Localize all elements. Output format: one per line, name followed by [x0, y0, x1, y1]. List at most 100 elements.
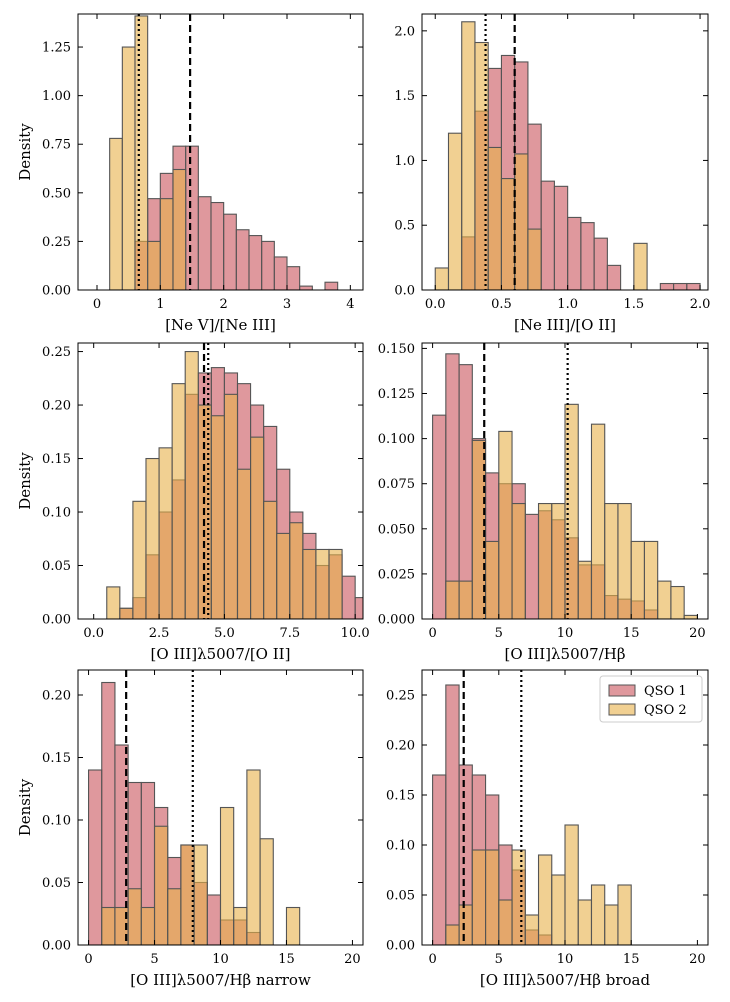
- bar-qso1-1-18: [673, 282, 688, 290]
- x-tick-label-5-3: 15: [623, 952, 640, 967]
- bar-qso2-5-13: [604, 904, 619, 945]
- bar-qso1-4-0: [88, 769, 103, 945]
- bar-qso2-4-11: [233, 906, 248, 945]
- bar-qso2-2-17: [328, 548, 343, 619]
- x-axis-label-1: [Ne III]/[O II]: [514, 316, 616, 334]
- y-axis-label-2: Density: [16, 452, 34, 510]
- bar-qso1-0-10: [235, 229, 250, 290]
- bar-qso2-3-13: [604, 502, 619, 619]
- bar-qso2-3-12: [590, 423, 606, 619]
- bar-qso2-2-13: [276, 532, 291, 619]
- bar-qso2-0-4: [159, 198, 174, 290]
- bar-qso2-0-5: [172, 168, 187, 290]
- x-axis-label-0: [Ne V]/[Ne III]: [165, 316, 276, 334]
- bar-qso2-3-1: [445, 580, 460, 619]
- bar-qso2-5-4: [485, 849, 500, 945]
- y-tick-label-4-2: 0.10: [42, 814, 71, 829]
- x-tick-label-0-3: 3: [283, 297, 291, 312]
- plot-area-0: [109, 14, 339, 290]
- bar-qso2-4-12: [246, 769, 261, 945]
- bar-qso1-5-0: [432, 774, 447, 945]
- y-tick-label-5-0: 0.00: [386, 939, 415, 954]
- panel-0: 0 1 2 3 4 0.00 0.25 0.50 0.75 1.00 1.25 [Ne V]/[Ne …: [16, 13, 364, 334]
- x-axis-label-3: [O III]λ5007/Hβ: [504, 645, 625, 663]
- bar-qso2-0-0: [109, 137, 123, 290]
- legend-swatch-qso1: [608, 684, 636, 697]
- bar-qso2-3-3: [471, 439, 487, 619]
- bar-qso1-2-18: [341, 575, 356, 619]
- x-tick-label-5-4: 20: [689, 952, 706, 967]
- y-tick-label-3-0: 0.000: [378, 613, 415, 628]
- bar-qso2-2-0: [106, 586, 121, 619]
- y-tick-label-0-2: 0.50: [42, 186, 71, 201]
- bar-qso2-5-6: [511, 849, 526, 945]
- bar-qso2-2-3: [145, 457, 160, 619]
- bar-qso1-1-9: [553, 185, 569, 290]
- y-tick-label-3-4: 0.100: [378, 432, 415, 447]
- y-tick-label-1-0: 0.0: [394, 284, 415, 299]
- y-tick-label-0-0: 0.00: [42, 284, 71, 299]
- bar-qso2-2-5: [171, 383, 186, 619]
- bar-qso1-0-7: [197, 196, 212, 290]
- bar-qso2-2-12: [263, 500, 278, 619]
- x-tick-label-4-3: 15: [278, 952, 295, 967]
- x-tick-label-1-3: 1.5: [624, 297, 645, 312]
- bar-qso2-1-7: [527, 228, 542, 290]
- bar-qso2-2-15: [302, 548, 317, 619]
- x-tick-label-3-1: 5: [495, 626, 503, 641]
- x-tick-label-3-3: 15: [623, 626, 640, 641]
- legend-label-qso1: QSO 1: [644, 684, 687, 699]
- bar-qso1-0-14: [286, 266, 301, 290]
- plot-area-5: [432, 670, 632, 945]
- bar-qso2-3-9: [551, 502, 566, 619]
- bar-qso2-5-7: [524, 914, 540, 945]
- x-axis-label-2: [O III]λ5007/[O II]: [151, 645, 291, 663]
- bar-qso2-0-3: [147, 240, 161, 290]
- y-tick-label-2-0: 0.00: [42, 613, 71, 628]
- y-tick-label-3-6: 0.150: [378, 342, 415, 357]
- x-tick-label-3-0: 0: [428, 626, 436, 641]
- bar-qso2-3-14: [617, 502, 632, 619]
- bar-qso2-1-4: [487, 146, 502, 290]
- bar-qso1-0-11: [248, 235, 263, 290]
- bar-qso2-3-17: [657, 580, 672, 619]
- bar-qso1-1-11: [580, 222, 595, 290]
- bar-qso1-4-1: [101, 681, 116, 945]
- bar-qso2-3-19: [683, 614, 698, 619]
- bar-qso1-0-12: [261, 240, 275, 290]
- y-tick-label-5-5: 0.25: [386, 689, 415, 704]
- y-tick-label-3-2: 0.050: [378, 522, 415, 537]
- bar-qso1-1-8: [540, 180, 555, 290]
- bar-qso1-1-10: [567, 216, 582, 290]
- y-tick-label-5-4: 0.20: [386, 739, 415, 754]
- x-tick-label-3-4: 20: [689, 626, 706, 641]
- y-tick-label-4-4: 0.20: [42, 689, 71, 704]
- bar-qso1-3-1: [445, 353, 460, 619]
- bar-qso2-1-5: [500, 178, 516, 290]
- x-tick-label-0-1: 1: [156, 297, 164, 312]
- bar-qso2-2-2: [132, 500, 147, 619]
- y-tick-label-1-3: 1.5: [394, 89, 415, 104]
- panel-5: 0 5 10 15 20 0.00 0.05 0.10 0.15 0.20 0.25 [O III]λ…: [386, 669, 709, 989]
- bar-qso2-3-2: [458, 580, 473, 619]
- bar-qso2-4-5: [153, 825, 169, 945]
- y-axis-label-0: Density: [16, 123, 34, 181]
- bar-qso2-4-15: [285, 906, 301, 945]
- bar-qso2-0-1: [121, 46, 136, 290]
- x-tick-label-4-4: 20: [344, 952, 361, 967]
- bar-qso2-2-11: [250, 436, 265, 619]
- y-tick-label-5-2: 0.10: [386, 839, 415, 854]
- panel-1: 0.0 0.5 1.0 1.5 2.0 0.0 0.5 1.0 1.5 2.0 [Ne III]/[…: [394, 13, 710, 334]
- bar-qso2-2-16: [315, 548, 330, 619]
- x-axis-label-4: [O III]λ5007/Hβ narrow: [130, 971, 311, 989]
- x-tick-label-4-2: 10: [212, 952, 229, 967]
- axes-frame-1: [421, 13, 709, 291]
- bar-qso2-2-4: [158, 447, 173, 619]
- x-tick-label-5-1: 5: [495, 952, 503, 967]
- bar-qso2-1-15: [633, 242, 648, 290]
- bar-qso2-3-10: [564, 403, 579, 619]
- y-tick-label-5-1: 0.05: [386, 889, 415, 904]
- bar-qso1-0-6: [185, 145, 199, 290]
- bar-qso1-0-17: [324, 281, 339, 290]
